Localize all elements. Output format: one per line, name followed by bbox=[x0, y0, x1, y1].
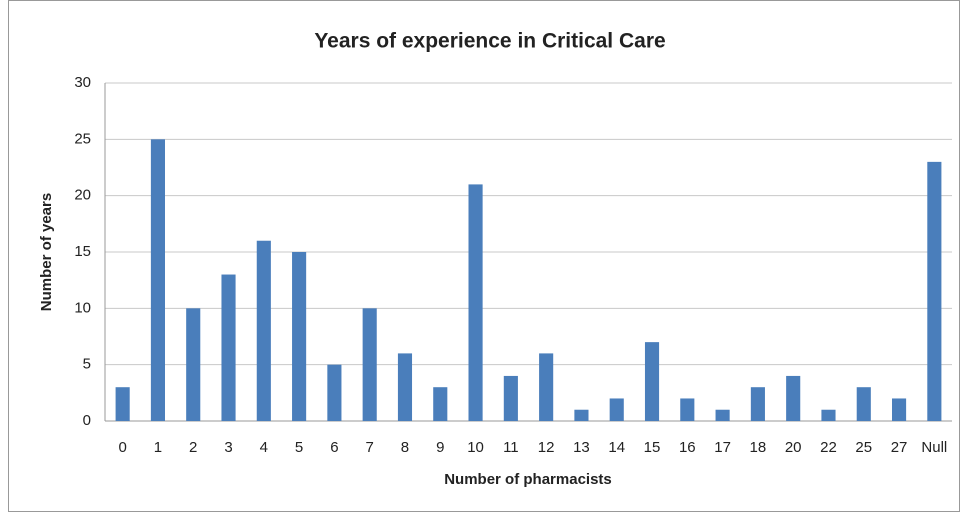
chart-title: Years of experience in Critical Care bbox=[314, 30, 665, 53]
bar bbox=[115, 387, 130, 421]
x-tick-label: Null bbox=[921, 439, 947, 456]
bar bbox=[292, 252, 307, 421]
bar bbox=[680, 398, 695, 421]
x-tick-label: 18 bbox=[750, 439, 767, 456]
bar bbox=[327, 364, 342, 421]
bar bbox=[256, 240, 271, 421]
x-tick-label: 12 bbox=[538, 439, 555, 456]
x-tick-label: 11 bbox=[503, 439, 519, 456]
y-axis-title: Number of years bbox=[38, 193, 55, 311]
y-tick-label: 25 bbox=[74, 130, 91, 147]
bar bbox=[750, 387, 765, 421]
bar bbox=[574, 409, 589, 421]
bar bbox=[715, 409, 730, 421]
x-tick-label: 15 bbox=[644, 439, 661, 456]
bar bbox=[362, 308, 377, 421]
bar bbox=[150, 139, 165, 422]
x-tick-label: 22 bbox=[820, 439, 837, 456]
x-tick-label: 27 bbox=[891, 439, 908, 456]
x-tick-label: 0 bbox=[118, 439, 126, 456]
bar bbox=[186, 308, 201, 421]
x-tick-label: 5 bbox=[295, 439, 303, 456]
bar bbox=[397, 353, 413, 421]
bar bbox=[786, 375, 801, 421]
x-tick-label: 8 bbox=[401, 439, 409, 456]
x-tick-label: 3 bbox=[224, 439, 232, 456]
x-tick-label: 17 bbox=[714, 439, 731, 456]
x-tick-label: 16 bbox=[679, 439, 696, 456]
bar bbox=[503, 375, 518, 421]
x-axis-title: Number of pharmacists bbox=[444, 471, 612, 488]
bar bbox=[644, 342, 660, 421]
y-tick-label: 15 bbox=[74, 243, 91, 260]
x-tick-label: 6 bbox=[330, 439, 338, 456]
y-tick-label: 30 bbox=[74, 74, 91, 91]
y-tick-label: 10 bbox=[74, 299, 91, 316]
y-tick-label: 20 bbox=[74, 187, 91, 204]
bar bbox=[892, 398, 907, 421]
x-tick-label: 9 bbox=[436, 439, 444, 456]
bar bbox=[821, 409, 836, 421]
bar bbox=[221, 274, 236, 421]
y-tick-label: 5 bbox=[83, 356, 91, 373]
y-tick-label: 0 bbox=[83, 412, 91, 429]
bar bbox=[609, 398, 624, 421]
x-tick-label: 14 bbox=[608, 439, 625, 456]
x-tick-label: 1 bbox=[154, 439, 162, 456]
x-tick-label: 4 bbox=[260, 439, 268, 456]
bar bbox=[468, 184, 483, 421]
x-tick-label: 20 bbox=[785, 439, 802, 456]
x-tick-label: 13 bbox=[573, 439, 590, 456]
bar bbox=[927, 161, 942, 421]
x-tick-label: 7 bbox=[366, 439, 374, 456]
x-tick-label: 25 bbox=[855, 439, 872, 456]
bar bbox=[856, 387, 871, 421]
chart-frame bbox=[8, 0, 960, 512]
bar bbox=[433, 387, 448, 421]
bar bbox=[539, 353, 554, 421]
x-tick-label: 2 bbox=[189, 439, 197, 456]
x-tick-label: 10 bbox=[467, 439, 484, 456]
